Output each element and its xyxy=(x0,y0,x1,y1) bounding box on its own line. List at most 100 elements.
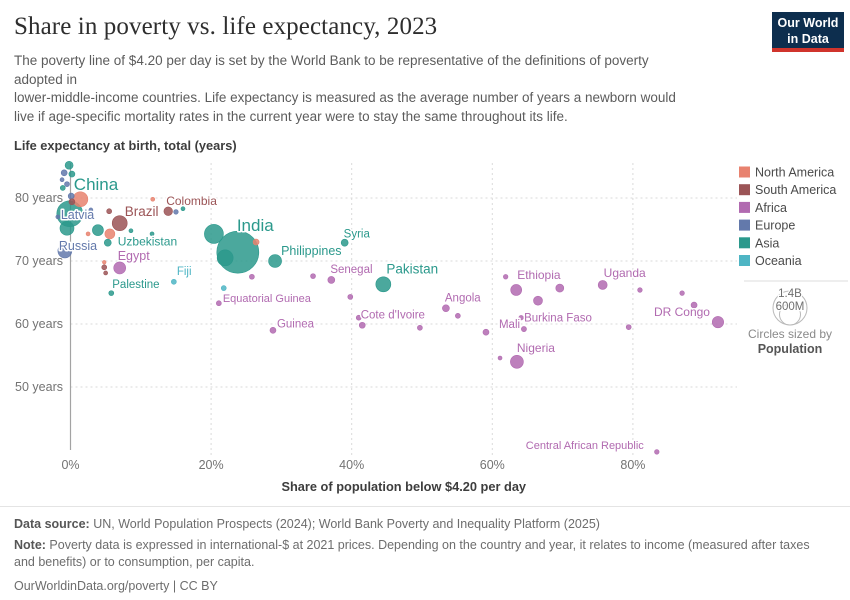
x-tick-label: 20% xyxy=(199,458,224,472)
country-label-uganda: Uganda xyxy=(604,266,646,280)
legend-label-north-america: North America xyxy=(755,166,834,180)
data-point[interactable] xyxy=(503,322,508,328)
data-point[interactable] xyxy=(503,274,509,280)
data-point[interactable] xyxy=(180,206,186,212)
data-point-cote-d-ivoire[interactable] xyxy=(355,314,362,321)
country-label-dr-congo: DR Congo xyxy=(654,305,710,319)
data-point[interactable] xyxy=(220,285,227,291)
country-label-cote-d-ivoire: Cote d'Ivoire xyxy=(361,310,425,322)
data-point[interactable] xyxy=(252,238,260,246)
data-point[interactable] xyxy=(679,290,685,296)
data-point-latvia[interactable] xyxy=(55,214,61,220)
data-point[interactable] xyxy=(555,283,565,293)
x-tick-label: 0% xyxy=(61,458,79,472)
data-point-guinea[interactable] xyxy=(269,326,277,334)
data-point-mali[interactable] xyxy=(482,328,490,336)
legend-swatch-europe xyxy=(739,219,750,231)
data-point[interactable] xyxy=(59,185,66,191)
data-point-russia[interactable] xyxy=(57,243,73,259)
data-point[interactable] xyxy=(128,228,134,234)
data-point[interactable] xyxy=(88,244,94,251)
data-point[interactable] xyxy=(625,324,632,330)
data-point[interactable] xyxy=(64,160,74,170)
data-point[interactable] xyxy=(347,294,354,300)
data-point[interactable] xyxy=(310,273,316,279)
data-point-burkina-faso[interactable] xyxy=(518,315,524,321)
data-point-colombia[interactable] xyxy=(163,206,173,216)
country-label-burkina-faso: Burkina Faso xyxy=(524,313,592,325)
legend-item-south-america[interactable]: South America xyxy=(739,183,836,197)
data-point-equatorial-guinea[interactable] xyxy=(216,300,222,307)
data-point[interactable] xyxy=(85,231,91,237)
x-tick-label: 60% xyxy=(480,458,505,472)
data-point[interactable] xyxy=(216,249,234,267)
source-link[interactable]: OurWorldinData.org/poverty | CC BY xyxy=(14,579,218,593)
data-point[interactable] xyxy=(88,207,94,213)
data-point-dr-congo[interactable] xyxy=(711,316,724,329)
x-tick-label: 40% xyxy=(339,458,364,472)
data-point-senegal[interactable] xyxy=(327,276,336,284)
data-point-ethiopia[interactable] xyxy=(510,284,523,296)
data-point[interactable] xyxy=(249,273,255,280)
data-point-pakistan[interactable] xyxy=(375,276,392,293)
data-point-fiji[interactable] xyxy=(171,278,177,285)
data-point[interactable] xyxy=(173,209,179,215)
legend-item-asia[interactable]: Asia xyxy=(739,236,779,250)
data-point[interactable] xyxy=(101,264,108,271)
data-point[interactable] xyxy=(417,324,423,331)
country-label-latvia: Latvia xyxy=(61,208,94,222)
owid-logo[interactable]: Our World in Data xyxy=(772,12,844,52)
data-point[interactable] xyxy=(521,326,527,332)
legend-item-oceania[interactable]: Oceania xyxy=(739,254,802,268)
data-point[interactable] xyxy=(92,224,104,236)
data-point[interactable] xyxy=(358,321,366,329)
y-tick-label: 50 years xyxy=(15,380,63,394)
data-point-central-african-republic[interactable] xyxy=(654,449,660,455)
legend-item-europe[interactable]: Europe xyxy=(739,219,795,233)
data-point[interactable] xyxy=(533,295,543,306)
country-label-equatorial-guinea: Equatorial Guinea xyxy=(223,293,312,305)
data-point[interactable] xyxy=(60,169,68,177)
size-legend-outer-label: 1.4B xyxy=(778,288,802,300)
data-point[interactable] xyxy=(104,228,116,240)
data-point[interactable] xyxy=(68,170,76,178)
y-axis-title: Life expectancy at birth, total (years) xyxy=(14,138,237,153)
country-label-mali: Mali xyxy=(499,319,520,331)
country-label-egypt: Egypt xyxy=(118,249,150,263)
legend-item-africa[interactable]: Africa xyxy=(739,201,787,215)
data-point[interactable] xyxy=(59,220,75,236)
data-point-palestine[interactable] xyxy=(108,290,115,296)
data-point[interactable] xyxy=(455,313,461,319)
data-point[interactable] xyxy=(59,177,65,183)
data-point-syria[interactable] xyxy=(340,238,349,247)
size-legend-caption: Circles sized by xyxy=(748,327,832,341)
data-point[interactable] xyxy=(637,287,643,293)
data-point[interactable] xyxy=(690,301,698,309)
data-point-uzbekistan[interactable] xyxy=(103,238,112,247)
legend-label-europe: Europe xyxy=(755,219,795,233)
country-label-angola: Angola xyxy=(445,292,481,304)
data-point[interactable] xyxy=(80,242,86,248)
legend-label-south-america: South America xyxy=(755,183,836,197)
legend-label-asia: Asia xyxy=(755,236,779,250)
data-point[interactable] xyxy=(102,260,107,265)
data-point[interactable] xyxy=(67,192,75,200)
data-point-nigeria[interactable] xyxy=(510,354,524,369)
data-point[interactable] xyxy=(150,196,156,202)
data-point[interactable] xyxy=(497,355,503,361)
data-point-angola[interactable] xyxy=(442,304,450,313)
data-point[interactable] xyxy=(149,231,155,237)
data-point[interactable] xyxy=(72,191,89,208)
data-point-philippines[interactable] xyxy=(268,254,282,268)
data-point[interactable] xyxy=(64,181,70,187)
data-point-egypt[interactable] xyxy=(113,261,127,275)
legend-item-north-america[interactable]: North America xyxy=(739,166,834,180)
data-point[interactable] xyxy=(106,208,112,215)
data-point[interactable] xyxy=(204,224,224,244)
data-point-brazil[interactable] xyxy=(111,215,128,231)
data-point[interactable] xyxy=(103,270,108,276)
data-point-uganda[interactable] xyxy=(597,280,608,290)
size-legend-inner-circle xyxy=(779,303,801,326)
data-point[interactable] xyxy=(68,198,76,206)
